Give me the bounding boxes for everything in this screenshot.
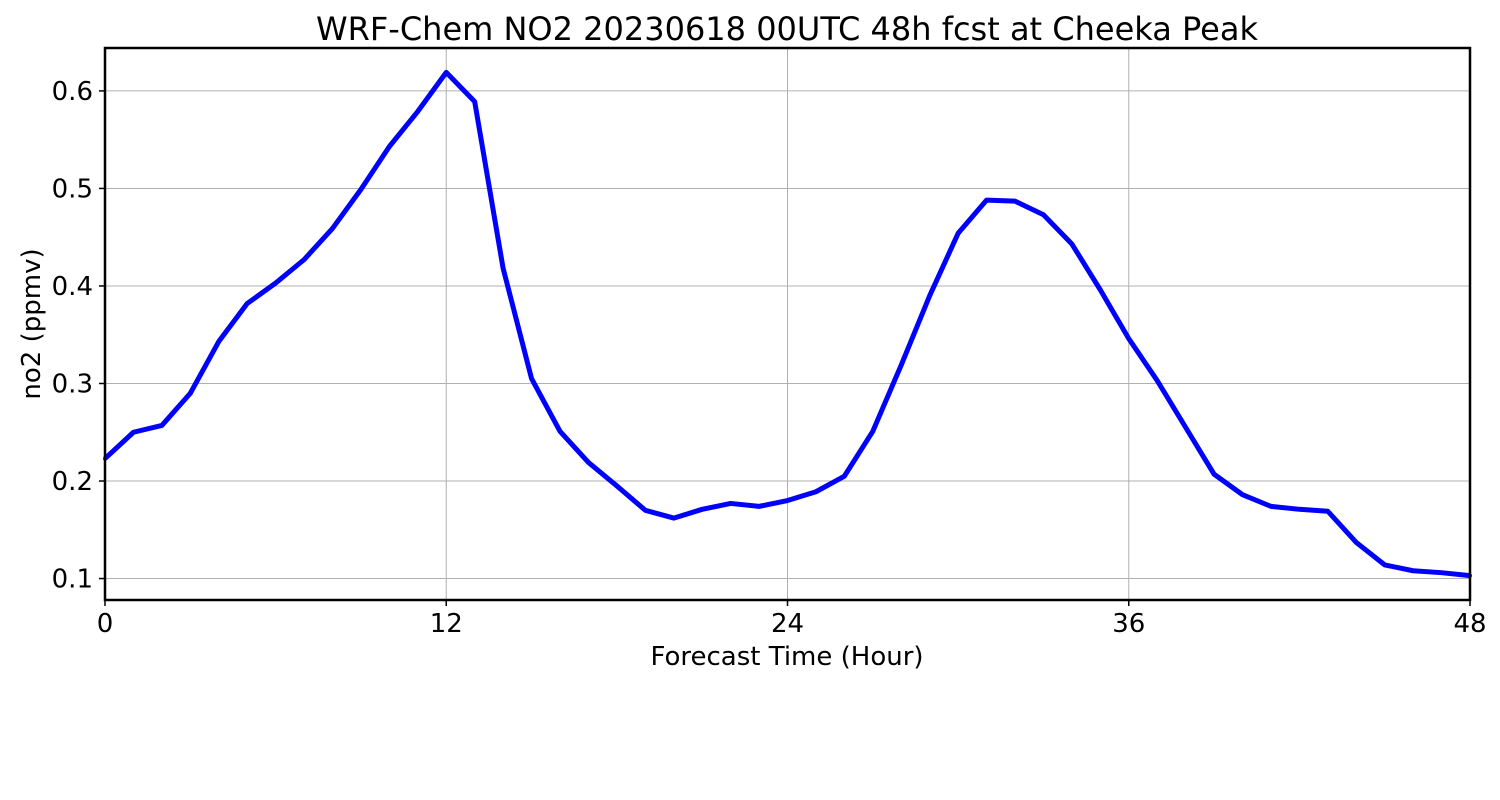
no2-data-point bbox=[444, 70, 449, 75]
no2-data-point bbox=[870, 429, 875, 434]
no2-data-point bbox=[188, 391, 193, 396]
x-tick-label: 0 bbox=[97, 609, 114, 639]
no2-data-point bbox=[1155, 378, 1160, 383]
no2-data-point bbox=[813, 489, 818, 494]
no2-data-point bbox=[1126, 336, 1131, 341]
no2-data-point bbox=[643, 508, 648, 513]
x-tick-label: 36 bbox=[1112, 609, 1145, 639]
x-tick-label: 12 bbox=[430, 609, 463, 639]
no2-data-point bbox=[1098, 287, 1103, 292]
no2-data-point bbox=[757, 504, 762, 509]
ticks: 0 12 24 36 48 0.1 0.2 0.3 0.4 0.5 0.6 bbox=[52, 77, 1487, 639]
y-tick-label: 0.1 bbox=[52, 565, 93, 595]
no2-data-point bbox=[984, 198, 989, 203]
no2-data-point bbox=[728, 501, 733, 506]
no2-data-point bbox=[131, 430, 136, 435]
no2-data-point bbox=[842, 474, 847, 479]
no2-data-point bbox=[586, 460, 591, 465]
no2-data-point bbox=[273, 281, 278, 286]
y-axis-label: no2 (ppmv) bbox=[17, 248, 47, 399]
no2-data-point bbox=[671, 516, 676, 521]
no2-data-point bbox=[1411, 568, 1416, 573]
no2-data-point bbox=[501, 266, 506, 271]
no2-data-point bbox=[1240, 492, 1245, 497]
no2-data-point bbox=[785, 498, 790, 503]
no2-data-point bbox=[358, 187, 363, 192]
no2-data-point bbox=[387, 144, 392, 149]
no2-data-point bbox=[529, 376, 534, 381]
no2-data-point bbox=[614, 483, 619, 488]
y-tick-label: 0.6 bbox=[52, 77, 93, 107]
y-tick-label: 0.4 bbox=[52, 272, 93, 302]
y-tick-label: 0.3 bbox=[52, 369, 93, 399]
no2-data-point bbox=[1212, 472, 1217, 477]
no2-data-point bbox=[899, 362, 904, 367]
no2-data-point bbox=[956, 231, 961, 236]
x-axis-label: Forecast Time (Hour) bbox=[650, 642, 923, 672]
no2-data-point bbox=[558, 429, 562, 434]
no2-data-point bbox=[1297, 507, 1302, 512]
no2-data-point bbox=[302, 257, 307, 262]
y-tick-label: 0.2 bbox=[52, 467, 93, 497]
no2-data-point bbox=[415, 109, 420, 114]
no2-data-point bbox=[1183, 425, 1188, 430]
no2-data-point bbox=[1382, 562, 1387, 567]
no2-data-point bbox=[1439, 570, 1444, 575]
no2-data-point bbox=[1325, 509, 1330, 514]
no2-data-point bbox=[159, 423, 164, 428]
y-tick-label: 0.5 bbox=[52, 174, 93, 204]
no2-data-point bbox=[927, 293, 932, 298]
x-tick-label: 48 bbox=[1453, 609, 1486, 639]
no2-data-point bbox=[1013, 199, 1017, 204]
no2-data-point bbox=[330, 226, 335, 231]
no2-data-point bbox=[216, 339, 221, 344]
no2-data-point bbox=[1041, 212, 1046, 217]
no2-data-point bbox=[472, 99, 477, 104]
no2-data-point bbox=[245, 301, 250, 306]
x-tick-label: 24 bbox=[771, 609, 804, 639]
no2-data-point bbox=[1069, 242, 1074, 247]
no2-data-point bbox=[700, 507, 705, 512]
chart-title: WRF-Chem NO2 20230618 00UTC 48h fcst at … bbox=[316, 10, 1258, 48]
no2-data-point bbox=[1354, 540, 1359, 545]
no2-data-point bbox=[1268, 504, 1273, 509]
